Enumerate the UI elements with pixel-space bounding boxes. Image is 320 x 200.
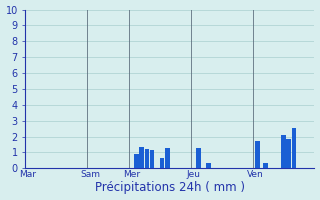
Bar (292, 128, 296, 168)
Bar (286, 139, 291, 168)
Bar (140, 147, 144, 168)
Bar (281, 135, 286, 168)
Bar (160, 158, 164, 168)
X-axis label: Précipitations 24h ( mm ): Précipitations 24h ( mm ) (95, 181, 245, 194)
Bar (196, 148, 201, 168)
Bar (165, 148, 170, 168)
Bar (263, 163, 268, 168)
Bar (255, 141, 260, 168)
Bar (134, 154, 139, 168)
Bar (206, 163, 211, 168)
Bar (145, 149, 149, 168)
Bar (150, 150, 154, 168)
